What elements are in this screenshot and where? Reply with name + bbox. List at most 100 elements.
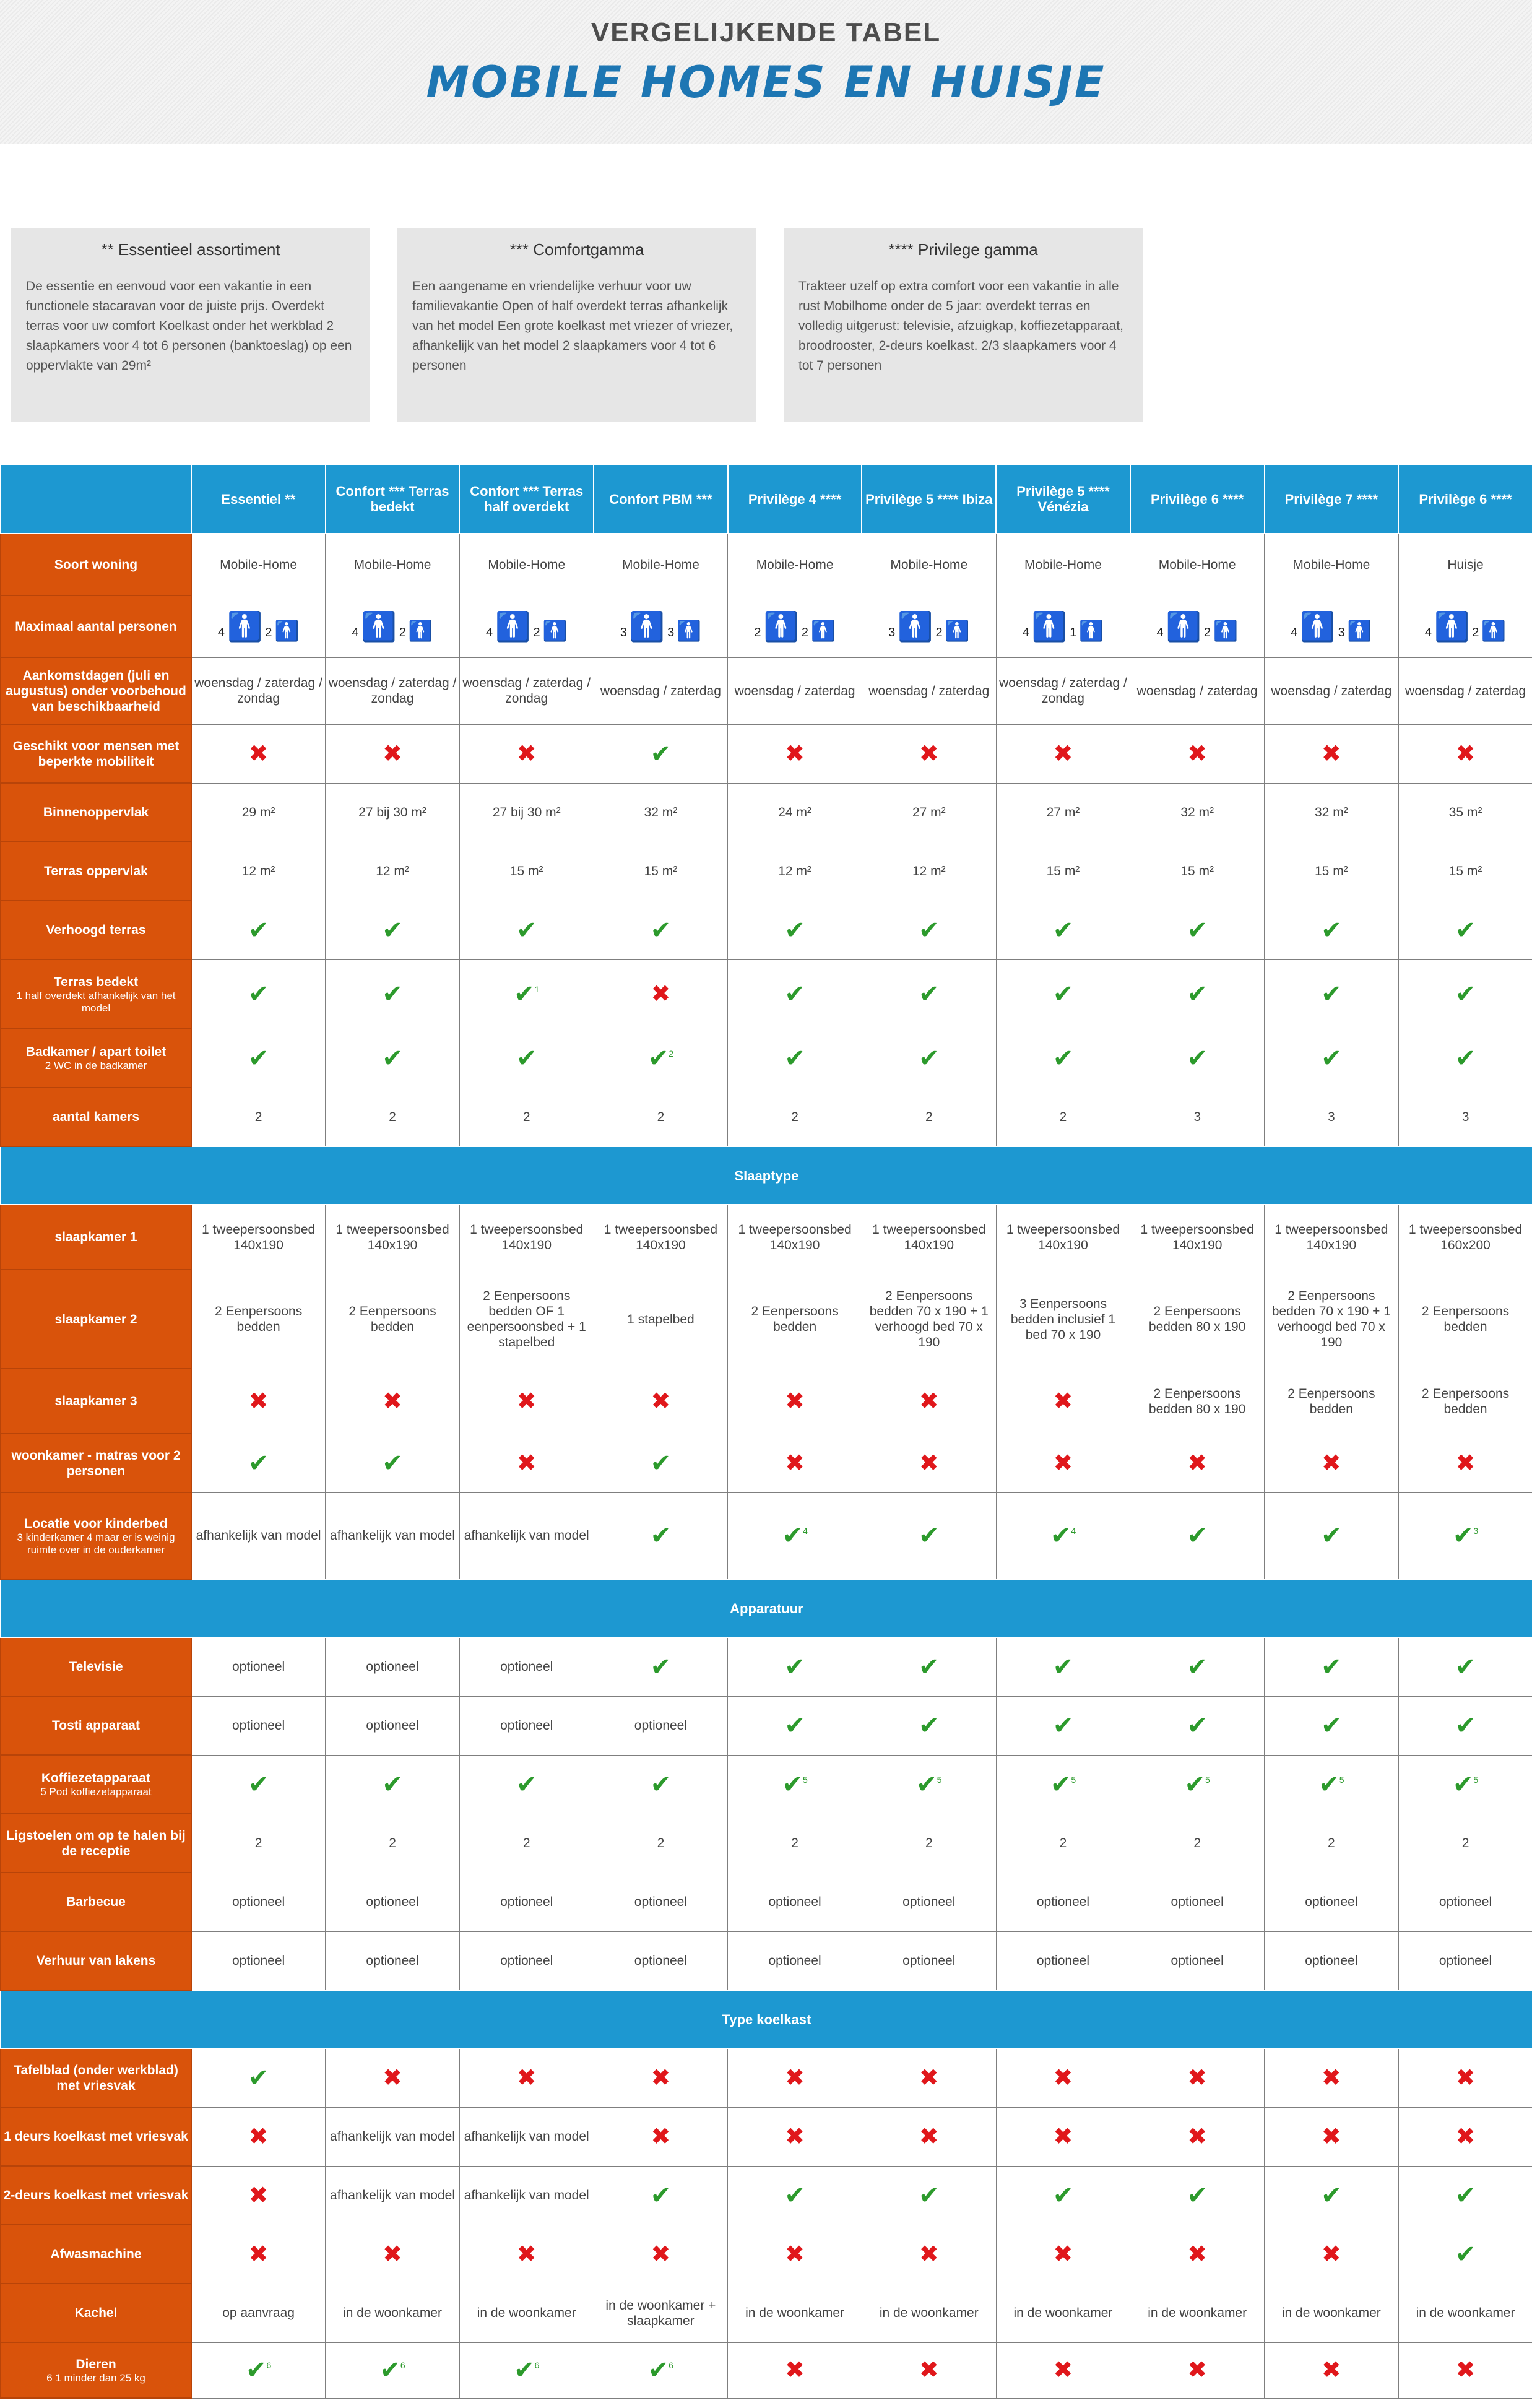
table-cell: 29 m² <box>191 782 326 842</box>
cell-value: 1 stapelbed <box>627 1312 695 1327</box>
check-icon: ✔ <box>1052 916 1074 944</box>
row-label: Soort woning <box>0 533 192 596</box>
table-cell: ✔ <box>1130 2165 1265 2225</box>
cell-value: 1 tweepersoonsbed 140x190 <box>1140 1222 1254 1252</box>
table-cell: 2 <box>995 1813 1131 1873</box>
table-header-row: Essentiel ** Confort *** Terras bedekt Con… <box>0 464 1532 534</box>
table-cell: woensdag / zaterdag / zondag <box>459 657 594 725</box>
table-cell: ✔ <box>593 1637 729 1697</box>
section-title: Slaaptype <box>0 1146 1532 1205</box>
table-cell: ✖ <box>1130 2107 1265 2167</box>
table-cell: woensdag / zaterdag <box>1130 657 1265 725</box>
footnote-ref: 3 <box>1473 1525 1479 1536</box>
header-corner <box>0 464 192 534</box>
footnote-ref: 4 <box>802 1525 808 1536</box>
row-label-text: Aankomstdagen (juli en augustus) onder v… <box>6 668 186 714</box>
cross-icon: ✖ <box>248 2123 269 2150</box>
table-row: Locatie voor kinderbed 3 kinderkamer 4 ma… <box>0 1492 1532 1580</box>
adults-count: 4 <box>1291 626 1298 639</box>
adults-count: 4 <box>1022 626 1029 639</box>
cross-icon: ✖ <box>785 2357 805 2383</box>
check-icon: ✔ <box>784 1653 805 1681</box>
column-header: Confort PBM *** <box>593 464 729 534</box>
check-icon: ✔ <box>1321 916 1342 944</box>
cell-value: 2 <box>791 1109 798 1124</box>
check-icon: ✔ <box>650 1653 672 1681</box>
cross-icon: ✖ <box>516 2064 537 2091</box>
check-icon: ✔ <box>514 981 535 1008</box>
table-cell: 12 m² <box>861 841 997 901</box>
children-count: 2 <box>533 626 540 639</box>
table-cell: ✖ <box>995 1368 1131 1434</box>
table-cell: optioneel <box>1130 1872 1265 1932</box>
table-cell: 2 <box>861 1813 997 1873</box>
cross-icon: ✖ <box>651 1388 671 1414</box>
table-cell: in de woonkamer <box>459 2283 594 2343</box>
cell-value: 3 <box>1461 1109 1469 1124</box>
footnote-ref: 6 <box>266 2360 272 2370</box>
cross-icon: ✖ <box>1321 2241 1341 2267</box>
check-icon: ✔ <box>1455 2181 1476 2209</box>
cross-icon: ✖ <box>248 2241 269 2267</box>
cross-icon: ✖ <box>383 2064 402 2091</box>
table-cell: ✖ <box>1130 2224 1265 2284</box>
check-icon: ✔ <box>1052 981 1074 1008</box>
table-cell: ✔ <box>727 1637 862 1697</box>
table-cell: 2 Eenpersoons bedden <box>1264 1368 1399 1434</box>
children-count: 2 <box>1472 626 1479 639</box>
section-title: Apparatuur <box>0 1579 1532 1638</box>
table-cell: optioneel <box>459 1931 594 1991</box>
row-label-text: aantal kamers <box>52 1110 140 1124</box>
table-cell: 3 Eenpersoons bedden inclusief 1 bed 70 … <box>995 1269 1131 1369</box>
table-cell: 4 🚹 1 🚹 <box>995 595 1131 658</box>
cell-value: optioneel <box>1439 1895 1492 1909</box>
table-cell: ✔ <box>995 1696 1131 1756</box>
range-box-privilege: **** Privilege gamma Trakteer uzelf op e… <box>784 228 1143 422</box>
row-label: 1 deurs koelkast met vriesvak <box>0 2107 192 2167</box>
table-cell: ✔5 <box>727 1754 862 1814</box>
table-cell: ✖ <box>1130 1433 1265 1493</box>
cross-icon: ✖ <box>919 2123 939 2150</box>
table-row: 1 deurs koelkast met vriesvak ✖ afhankelij… <box>0 2107 1532 2167</box>
table-row: Verhoogd terras ✔ ✔ ✔ ✔ ✔ ✔ ✔ ✔ ✔ ✔ <box>0 900 1532 960</box>
cross-icon: ✖ <box>1187 1450 1208 1476</box>
table-cell: ✔ <box>1264 1028 1399 1088</box>
cross-icon: ✖ <box>651 981 671 1007</box>
table-cell: ✖ <box>191 2107 326 2167</box>
cell-value: 3 <box>1328 1109 1335 1124</box>
table-cell: Mobile-Home <box>995 533 1131 596</box>
table-row: Verhuur van lakens optioneel optioneel opti… <box>0 1931 1532 1991</box>
row-label-text: Verhoogd terras <box>46 923 146 937</box>
cell-value: 12 m² <box>376 864 409 878</box>
table-cell: ✖ <box>727 1433 862 1493</box>
person-icon: 🚹 <box>763 610 799 643</box>
table-cell: 1 tweepersoonsbed 140x190 <box>191 1204 326 1270</box>
row-footnote: 1 half overdekt afhankelijk van het mode… <box>16 989 176 1014</box>
table-row: Aankomstdagen (juli en augustus) onder v… <box>0 657 1532 725</box>
person-icon: 🚹 <box>542 620 568 642</box>
check-icon: ✔ <box>647 2357 669 2384</box>
table-cell: 15 m² <box>1398 841 1532 901</box>
table-cell: 1 tweepersoonsbed 160x200 <box>1398 1204 1532 1270</box>
table-cell: optioneel <box>325 1696 460 1756</box>
row-label-text: Badkamer / apart toilet <box>25 1045 167 1059</box>
table-row: Koffiezetapparaat 5 Pod koffiezetapparaat… <box>0 1754 1532 1814</box>
table-cell: 2 <box>459 1813 594 1873</box>
check-icon: ✔ <box>1052 1653 1074 1681</box>
person-icon: 🚹 <box>1079 620 1104 642</box>
check-icon: ✔ <box>916 1770 937 1798</box>
table-cell: ✔ <box>593 2165 729 2225</box>
table-cell: ✖ <box>861 724 997 784</box>
cell-value: Mobile-Home <box>1158 557 1236 572</box>
cell-value: in de woonkamer <box>1281 2306 1381 2320</box>
range-title: **** Privilege gamma <box>888 240 1038 259</box>
cell-value: 3 Eenpersoons bedden inclusief 1 bed 70 … <box>1010 1296 1116 1342</box>
cross-icon: ✖ <box>1053 2123 1073 2150</box>
page-subtitle: VERGELIJKENDE TABEL <box>591 17 941 48</box>
cell-value: 2 Eenpersoons bedden <box>751 1304 839 1334</box>
check-icon: ✔ <box>919 916 940 944</box>
table-cell: ✔ <box>1264 900 1399 960</box>
cell-value: 12 m² <box>778 864 811 878</box>
table-row: Tafelblad (onder werkblad) met vriesvak ✔… <box>0 2048 1532 2108</box>
cross-icon: ✖ <box>1321 1450 1341 1476</box>
